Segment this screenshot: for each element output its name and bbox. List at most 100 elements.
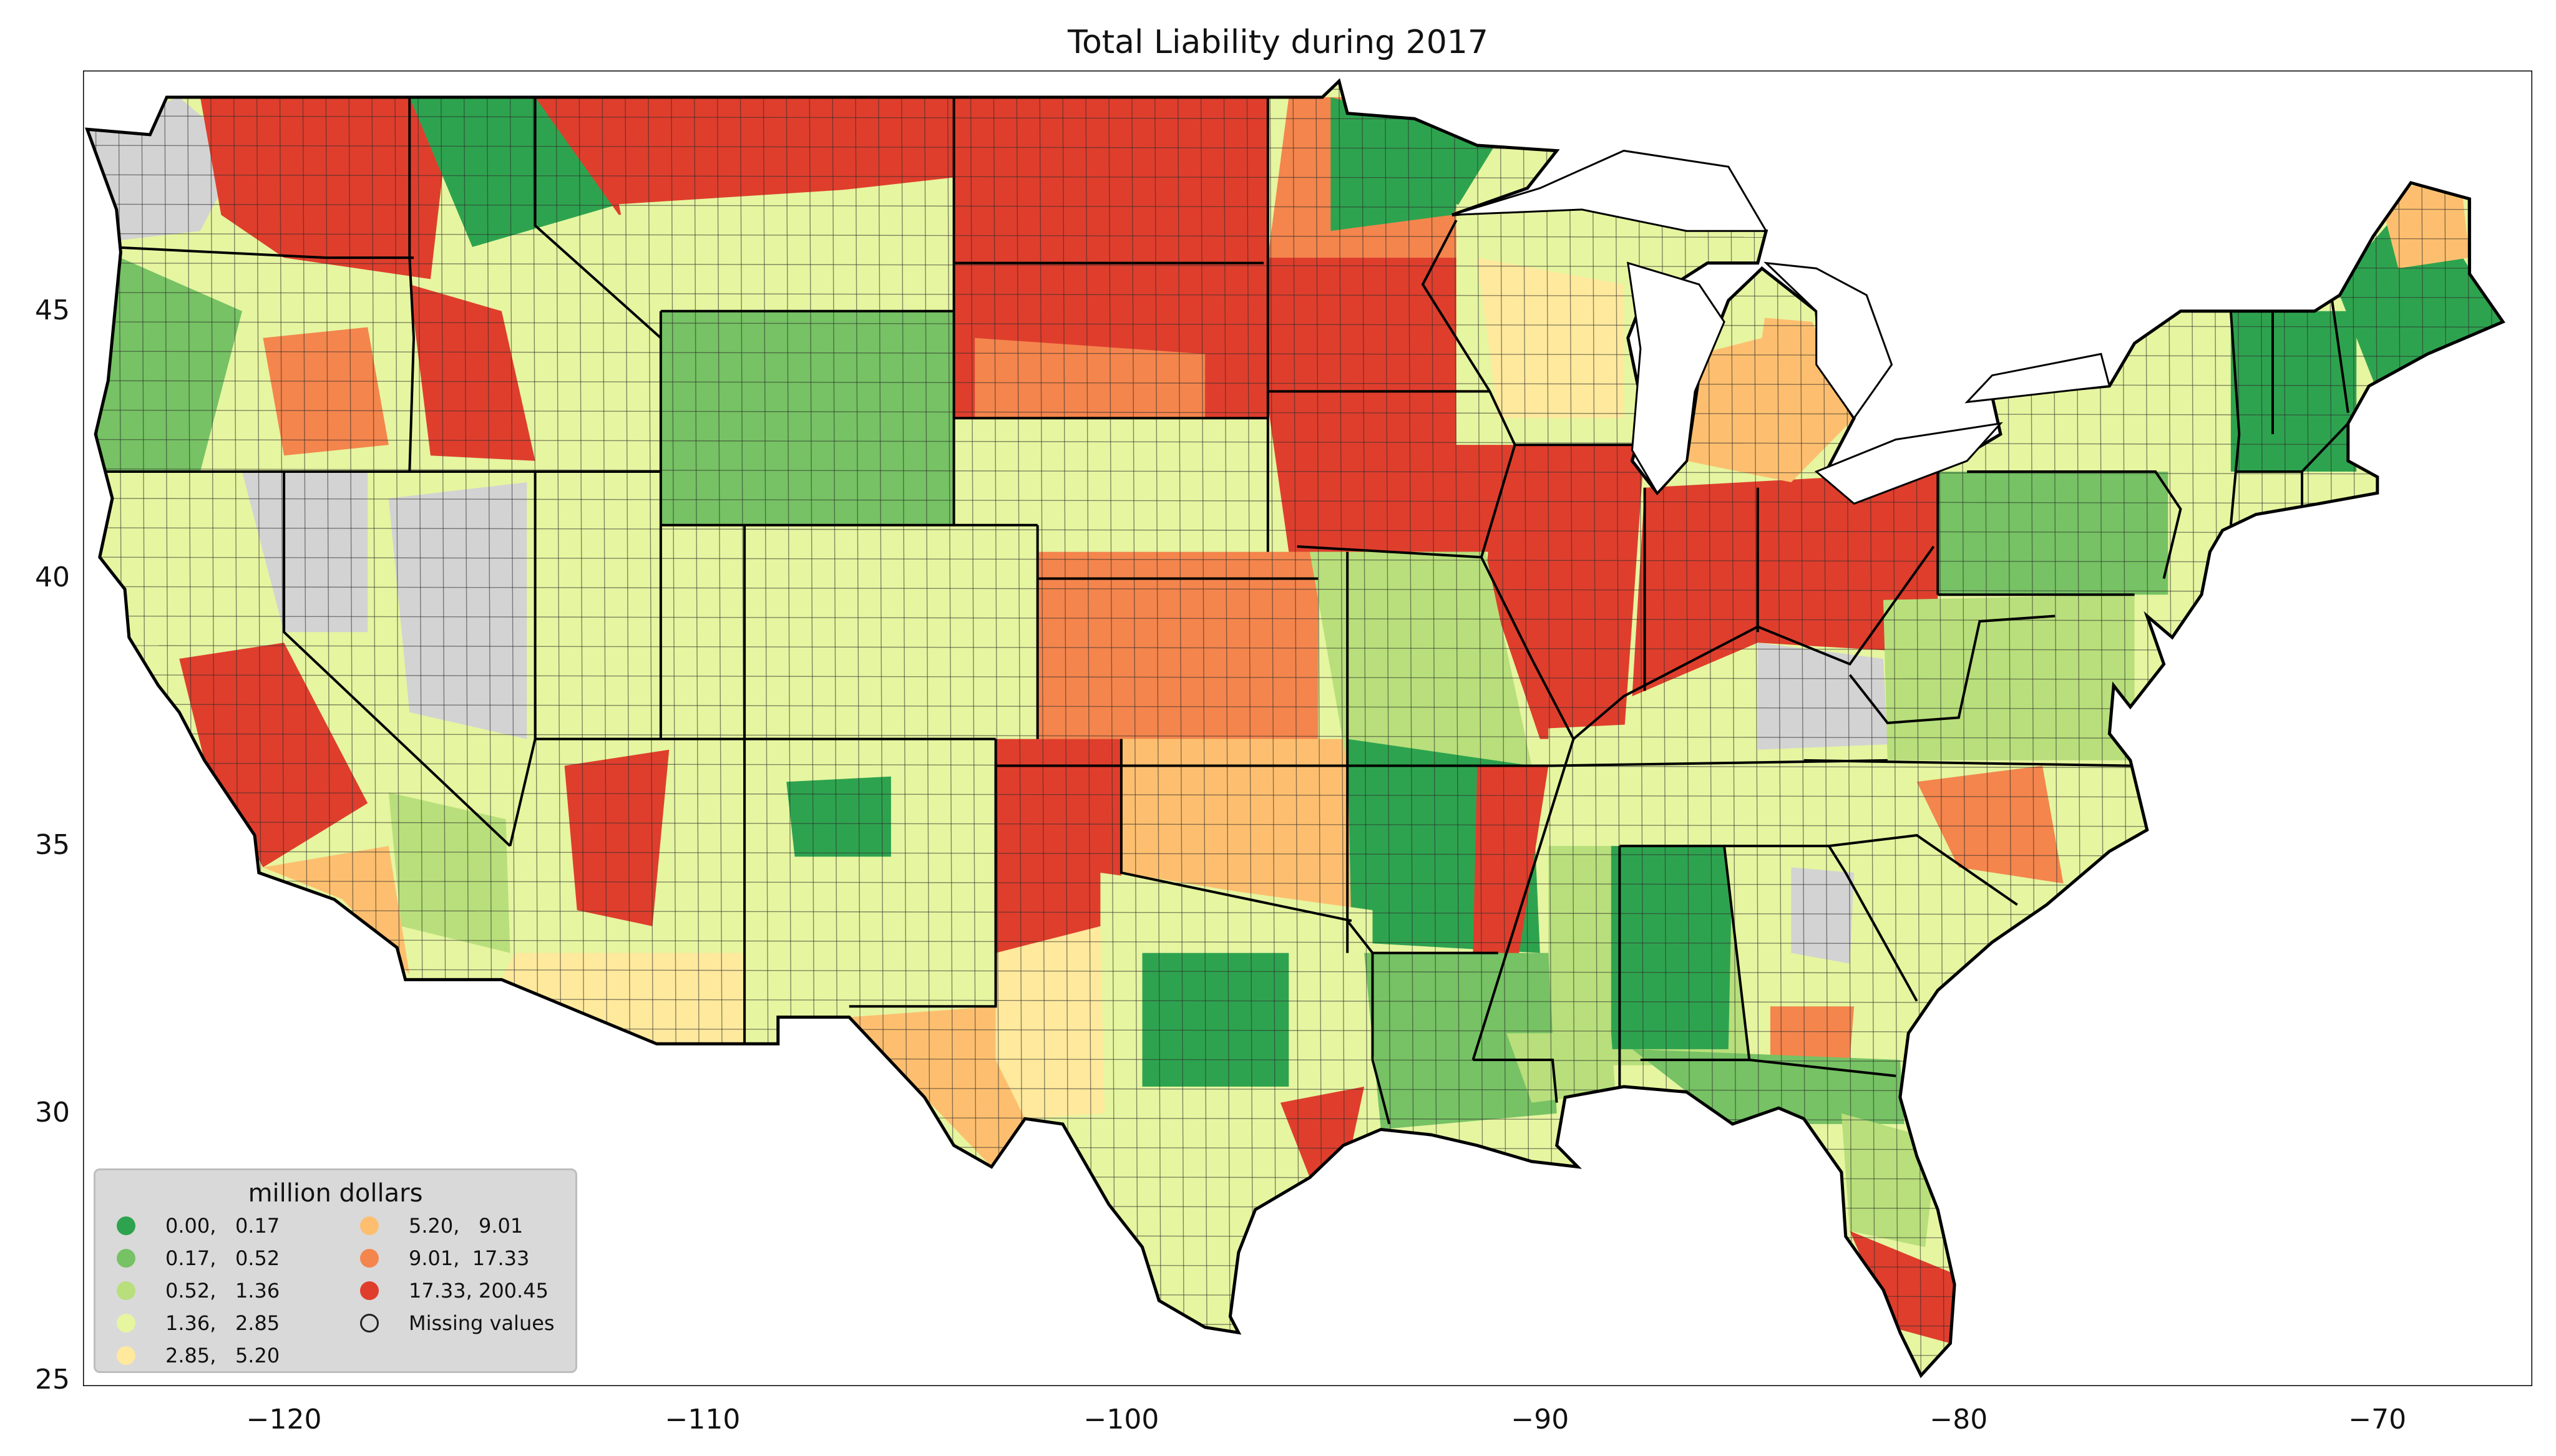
legend-label: Missing values [409,1311,555,1335]
county-line [87,674,2504,681]
legend-swatch [360,1314,379,1332]
county-line [87,615,2504,622]
county-line [1246,81,1254,1376]
state-boundary [1119,739,1352,923]
legend-swatch [360,1216,379,1235]
county-line [87,527,2504,534]
legend-item: 9.01, 17.33 [360,1242,529,1274]
legend-swatch [360,1249,379,1268]
state-boundary [534,97,662,339]
county-line [1131,81,1139,1376]
y-tick-label: 30 [35,1096,70,1128]
state-boundary [1749,1059,1896,1077]
region-patch [87,252,242,472]
county-line [87,792,2504,798]
legend-item: 0.17, 0.52 [117,1242,280,1274]
region-patch [388,792,510,953]
region-patch [409,284,535,461]
state-boundary [1848,614,2056,724]
map-title: Total Liability during 2017 [1068,24,1488,61]
state-boundary [2329,294,2349,413]
region-patch [1506,1033,1616,1103]
state-boundary [1803,759,2130,767]
legend-swatch [117,1314,135,1332]
lake [1626,261,1725,495]
region-patch [1280,1086,1365,1178]
state-boundary [283,472,511,847]
region-patch [660,311,954,525]
region-patch [564,749,670,926]
region-patch [1632,1049,1905,1124]
x-tick-label: −120 [246,1404,322,1435]
region-patch [1757,643,1888,750]
y-tick-label: 35 [35,829,70,861]
county-line [87,556,2504,563]
county-line [1269,81,1277,1376]
x-tick-label: −80 [1929,1404,1988,1435]
region-patch [1686,311,1855,483]
region-patch [1770,1006,1855,1060]
lake [1763,261,1893,420]
county-line [1085,81,1093,1376]
county-line [1292,81,1300,1376]
county-line [87,644,2504,651]
county-line [87,586,2504,593]
legend-item: Missing values [360,1307,555,1339]
state-boundaries [104,97,2349,1125]
state-boundary [1573,545,1935,740]
region-patch [995,926,1105,1119]
state-boundary [108,245,414,260]
county-line [1200,81,1208,1376]
legend-item: 1.36, 2.85 [117,1307,280,1339]
state-boundary [1346,920,1391,1125]
legend-item: 0.00, 0.17 [117,1210,280,1242]
legend-title: million dollars [248,1179,423,1208]
legend-label: 0.17, 0.52 [165,1246,280,1270]
legend-item: 17.33, 200.45 [360,1274,549,1307]
region-patch [1037,551,1319,739]
region-patch [2377,183,2470,269]
county-line [1108,81,1116,1376]
y-tick-label: 40 [35,561,70,594]
region-patch [1938,472,2168,595]
legend-label: 1.36, 2.85 [165,1311,280,1335]
region-patch [1916,765,2064,884]
region-patch [849,1006,1025,1167]
liability-regions [87,97,2503,1344]
y-tick-label: 45 [35,294,70,326]
legend-label: 0.52, 1.36 [165,1279,280,1303]
region-patch [179,643,368,868]
region-patch [535,97,954,215]
legend-label: 0.00, 0.17 [165,1214,280,1238]
region-patch [263,846,410,974]
region-patch [954,418,1206,579]
region-patch [786,776,891,857]
county-line [87,468,2504,475]
county-line [87,498,2504,505]
region-patch [744,525,1038,739]
legend-swatch [117,1249,135,1268]
legend-label: 5.20, 9.01 [409,1214,524,1238]
state-boundary [1297,545,1482,559]
region-patch [1791,867,1855,964]
region-patch [1142,953,1289,1087]
state-boundary [1619,833,2018,906]
region-patch [263,327,389,456]
legend-swatch [117,1281,135,1300]
county-line [87,409,2504,416]
legend-label: 2.85, 5.20 [165,1344,280,1367]
region-patch [1632,472,1938,697]
map-area [83,70,2532,1386]
legend-item: 0.52, 1.36 [117,1274,280,1307]
state-boundary [408,97,416,472]
county-line [87,380,2504,387]
state-boundary [1828,845,1918,1002]
state-boundary [1473,1059,1558,1103]
state-boundary [1421,220,1575,1060]
x-tick-label: −100 [1083,1404,1159,1435]
legend-label: 17.33, 200.45 [409,1279,549,1303]
x-tick-label: −70 [2348,1404,2407,1435]
region-patch [618,183,954,311]
county-line [1223,81,1231,1376]
region-patch [1850,1231,1955,1344]
